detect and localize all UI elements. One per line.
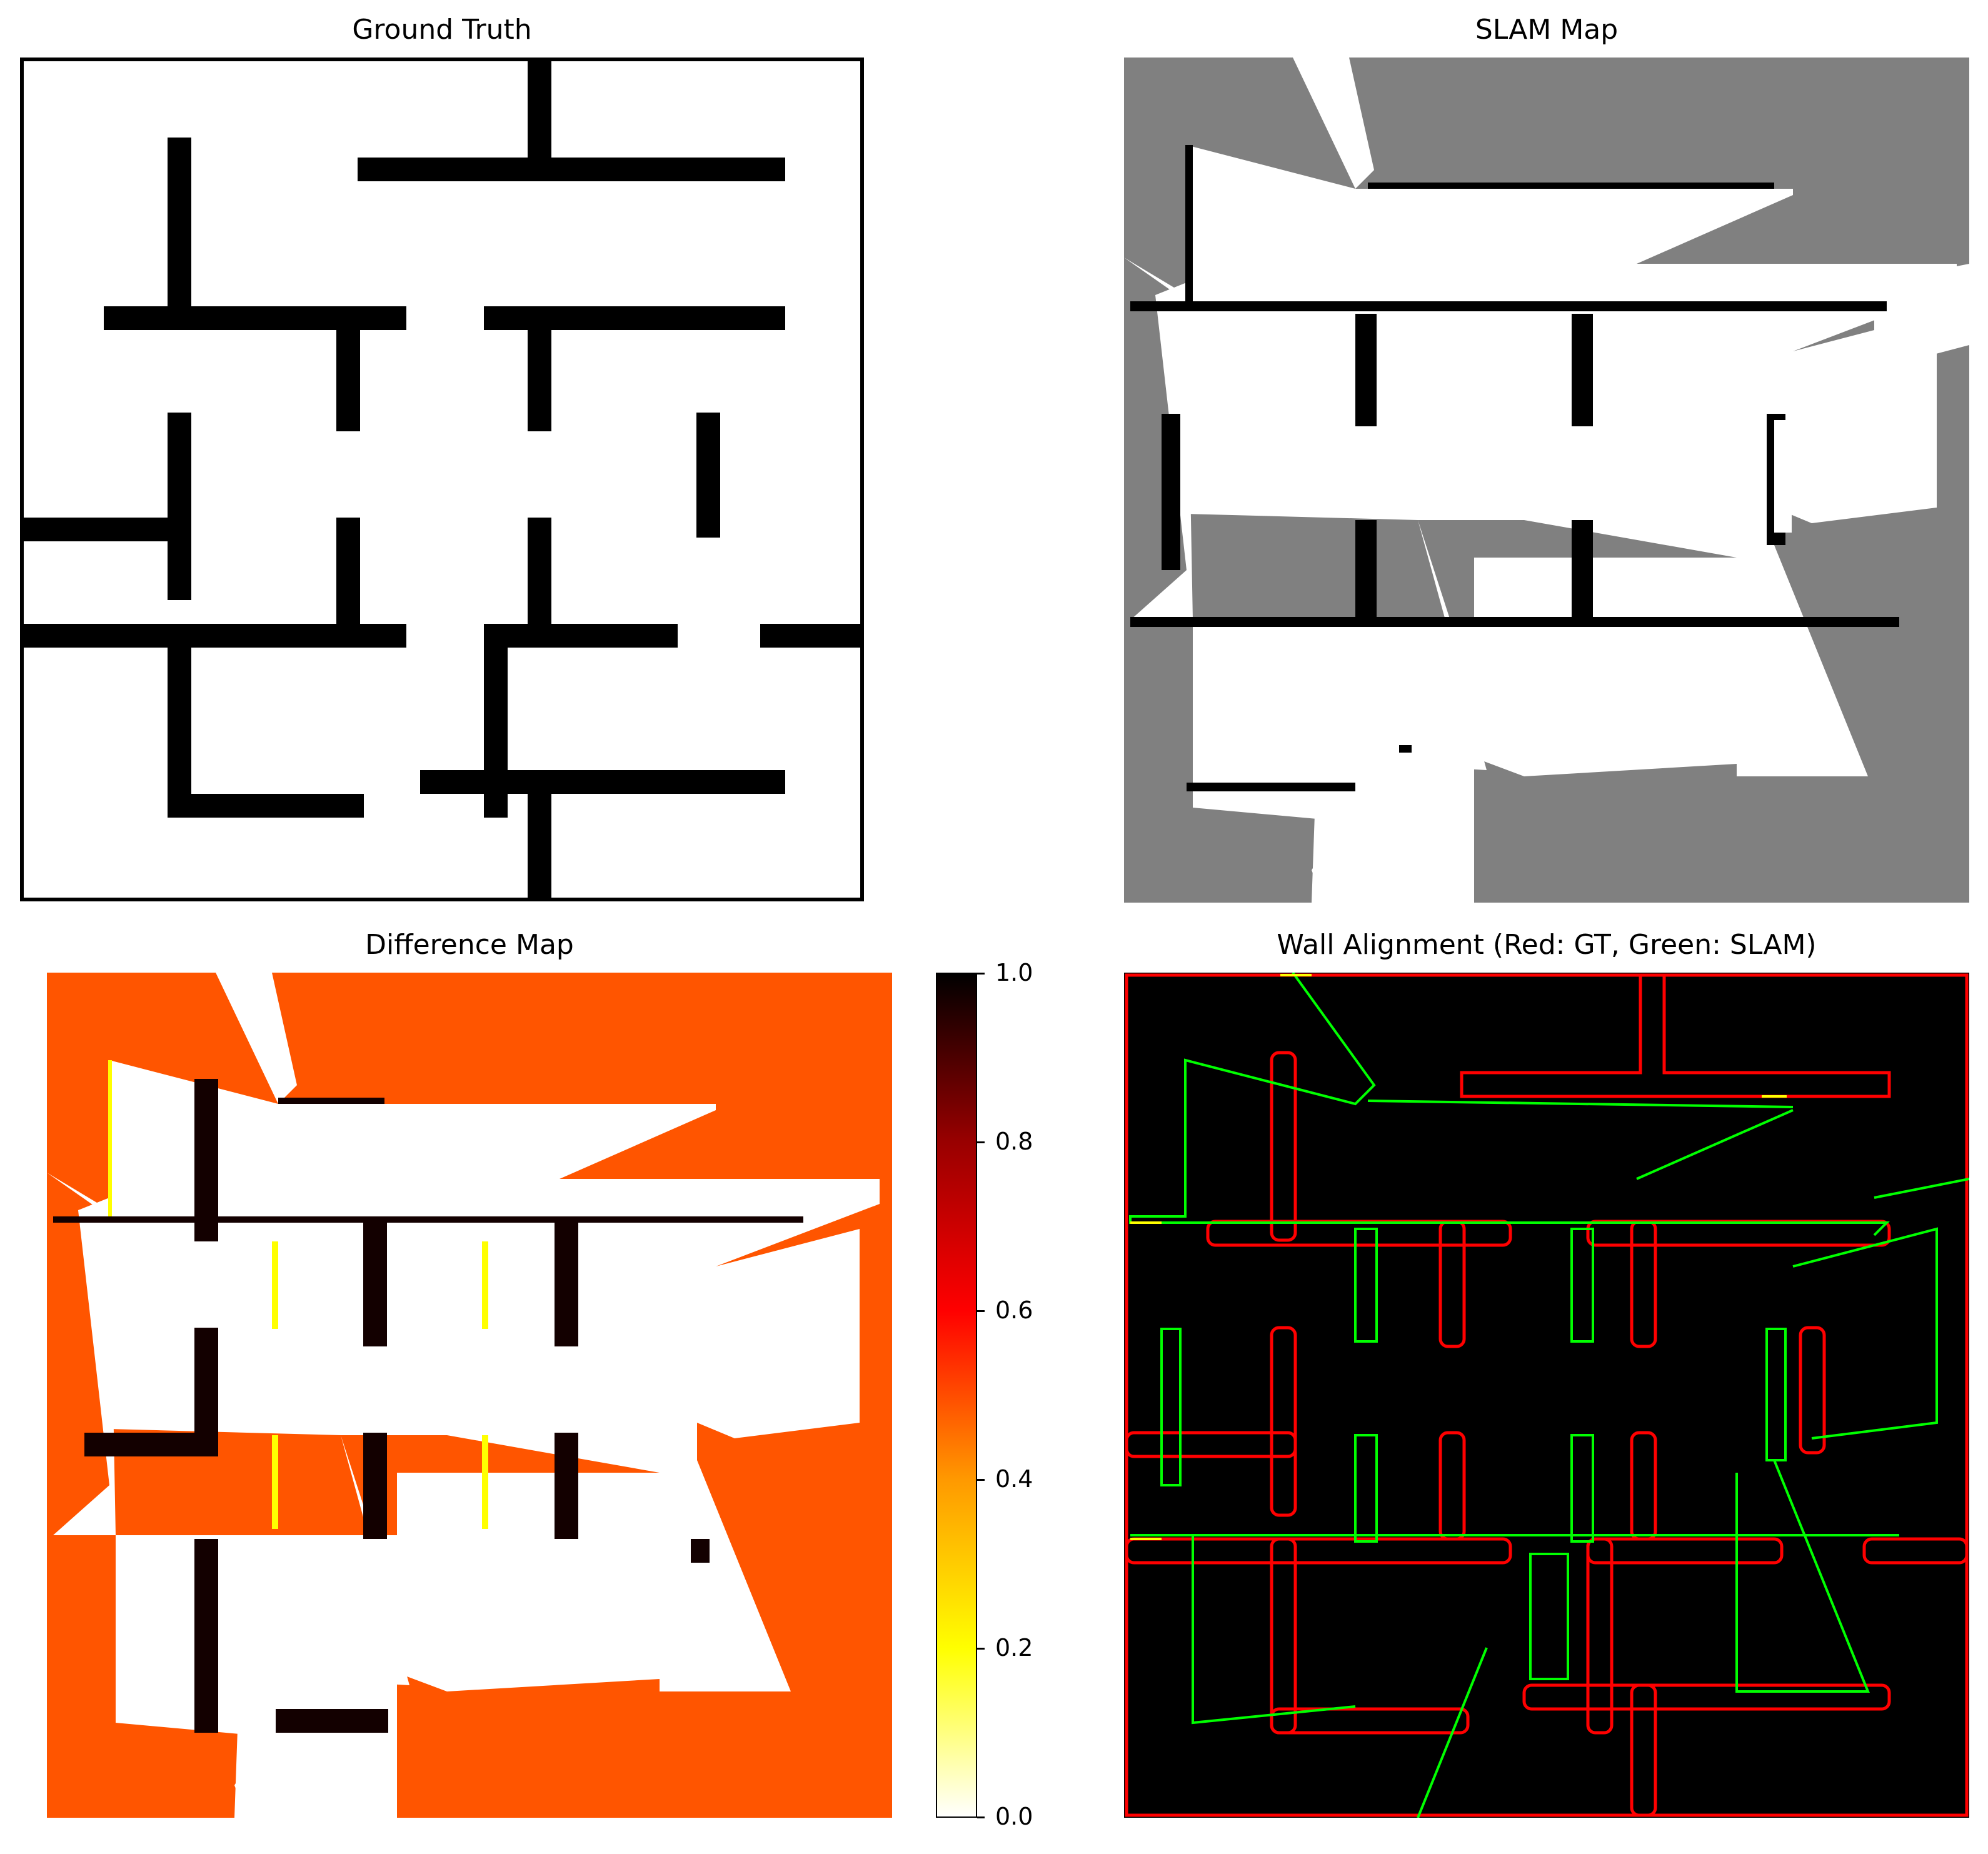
colorbar-tick-label: 0.8 bbox=[995, 1128, 1033, 1155]
colorbar-tick-label: 0.2 bbox=[995, 1634, 1033, 1661]
wall-alignment-map bbox=[1124, 973, 1969, 1818]
ground-truth-walls bbox=[20, 58, 864, 901]
colorbar-tick bbox=[977, 1816, 985, 1818]
colorbar-tick-label: 0.6 bbox=[995, 1296, 1033, 1324]
difference-free-space bbox=[47, 973, 880, 1818]
slam-map-title: SLAM Map bbox=[1475, 14, 1619, 46]
slam-map bbox=[1124, 58, 1969, 903]
difference-walls bbox=[53, 1079, 803, 1733]
ground-truth-map bbox=[20, 58, 864, 901]
slam-free-space bbox=[1124, 58, 1969, 903]
colorbar-tick bbox=[977, 1648, 985, 1650]
ground-truth-title: Ground Truth bbox=[352, 14, 532, 46]
slam-noise bbox=[1530, 420, 1792, 764]
overlap-wall-outlines bbox=[1130, 974, 1787, 1540]
colorbar-tick bbox=[977, 1141, 985, 1143]
slam-wall-outlines bbox=[1129, 973, 1969, 1818]
colorbar-tick bbox=[977, 1479, 985, 1481]
wall-alignment-title: Wall Alignment (Red: GT, Green: SLAM) bbox=[1277, 929, 1817, 961]
colorbar-tick-label: 1.0 bbox=[995, 959, 1033, 986]
colorbar-tick bbox=[977, 1310, 985, 1312]
difference-colorbar bbox=[936, 973, 977, 1818]
colorbar-tick bbox=[977, 973, 985, 975]
difference-partial bbox=[108, 1060, 488, 1529]
colorbar-tick-label: 0.4 bbox=[995, 1465, 1033, 1493]
difference-map bbox=[47, 973, 892, 1818]
difference-map-title: Difference Map bbox=[365, 929, 574, 961]
colorbar-tick-label: 0.0 bbox=[995, 1803, 1033, 1830]
